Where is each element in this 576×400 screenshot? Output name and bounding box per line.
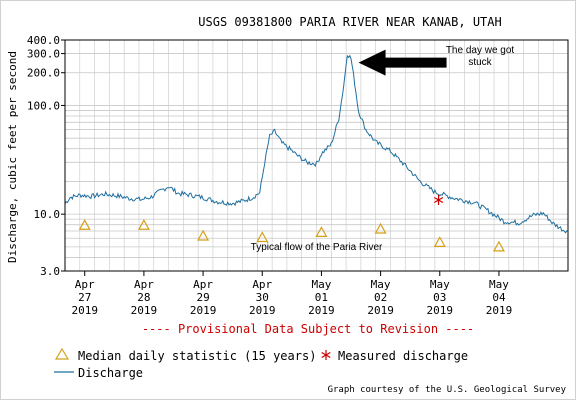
annotation-stuck-text: stuck <box>468 57 492 68</box>
x-tick-label: 04 <box>492 291 506 304</box>
x-tick-label: 2019 <box>190 304 217 317</box>
annotation-stuck-text: The day we got <box>446 45 515 56</box>
y-axis-label: Discharge, cubic feet per second <box>6 51 19 263</box>
legend-triangle-icon <box>54 347 70 360</box>
median-point <box>492 240 505 252</box>
y-tick-label: 100.0 <box>27 99 60 112</box>
x-tick-label: 03 <box>433 291 446 304</box>
measured-point <box>433 194 444 205</box>
y-tick-label: 10.0 <box>34 208 61 221</box>
provisional-note: ---- Provisional Data Subject to Revisio… <box>142 322 474 336</box>
median-point <box>433 236 446 247</box>
x-tick-label: May <box>430 278 450 291</box>
legend-discharge-label: Discharge <box>78 366 143 380</box>
median-point <box>315 226 328 237</box>
chart-title: USGS 09381800 PARIA RIVER NEAR KANAB, UT… <box>198 15 501 29</box>
credit-note: Graph courtesy of the U.S. Geological Su… <box>328 385 567 395</box>
x-tick-label: 27 <box>78 291 91 304</box>
median-point <box>374 222 387 234</box>
y-tick-label: 3.0 <box>40 265 60 278</box>
median-point <box>197 229 210 241</box>
median-point <box>78 219 91 230</box>
x-tick-label: Apr <box>193 278 213 291</box>
x-tick-label: May <box>311 278 331 291</box>
annotation-arrow <box>358 49 447 76</box>
legend-measured-label: Measured discharge <box>338 349 468 363</box>
x-tick-label: 01 <box>315 291 328 304</box>
median-point <box>137 219 150 230</box>
x-tick-label: 2019 <box>71 304 98 317</box>
x-tick-label: 2019 <box>367 304 394 317</box>
median-markers <box>78 219 505 252</box>
x-tick-label: 02 <box>374 291 387 304</box>
x-tick-label: 2019 <box>249 304 276 317</box>
legend: Median daily statistic (15 years) Measure… <box>54 347 468 380</box>
legend-median-label: Median daily statistic (15 years) <box>78 349 316 363</box>
measured-point-stroke <box>433 196 444 204</box>
legend-asterisk-icon <box>321 350 331 360</box>
x-tick-label: Apr <box>134 278 154 291</box>
x-tick-label: 2019 <box>427 304 454 317</box>
x-tick-label: 28 <box>137 291 150 304</box>
median-point <box>256 231 269 243</box>
y-tick-label: 400.0 <box>27 34 60 47</box>
x-tick-label: 30 <box>256 291 269 304</box>
x-tick-label: 2019 <box>486 304 513 317</box>
measured-markers <box>433 194 444 205</box>
x-tick-label: 2019 <box>308 304 335 317</box>
x-tick-label: May <box>371 278 391 291</box>
series-layer <box>64 54 569 234</box>
x-tick-label: Apr <box>75 278 95 291</box>
legend-asterisk-stroke <box>321 351 331 359</box>
x-tick-label: May <box>489 278 509 291</box>
y-tick-label: 300.0 <box>27 48 60 61</box>
x-tick-label: 29 <box>196 291 209 304</box>
series-discharge <box>64 54 569 234</box>
x-tick-label: Apr <box>252 278 272 291</box>
y-tick-label: 200.0 <box>27 67 60 80</box>
x-tick-label: 2019 <box>131 304 158 317</box>
x-tick-labels: Apr272019Apr282019Apr292019Apr302019May0… <box>71 271 512 317</box>
plot-frame <box>64 39 569 272</box>
annotation-typical-text: Typical flow of the Paria River <box>251 242 383 253</box>
